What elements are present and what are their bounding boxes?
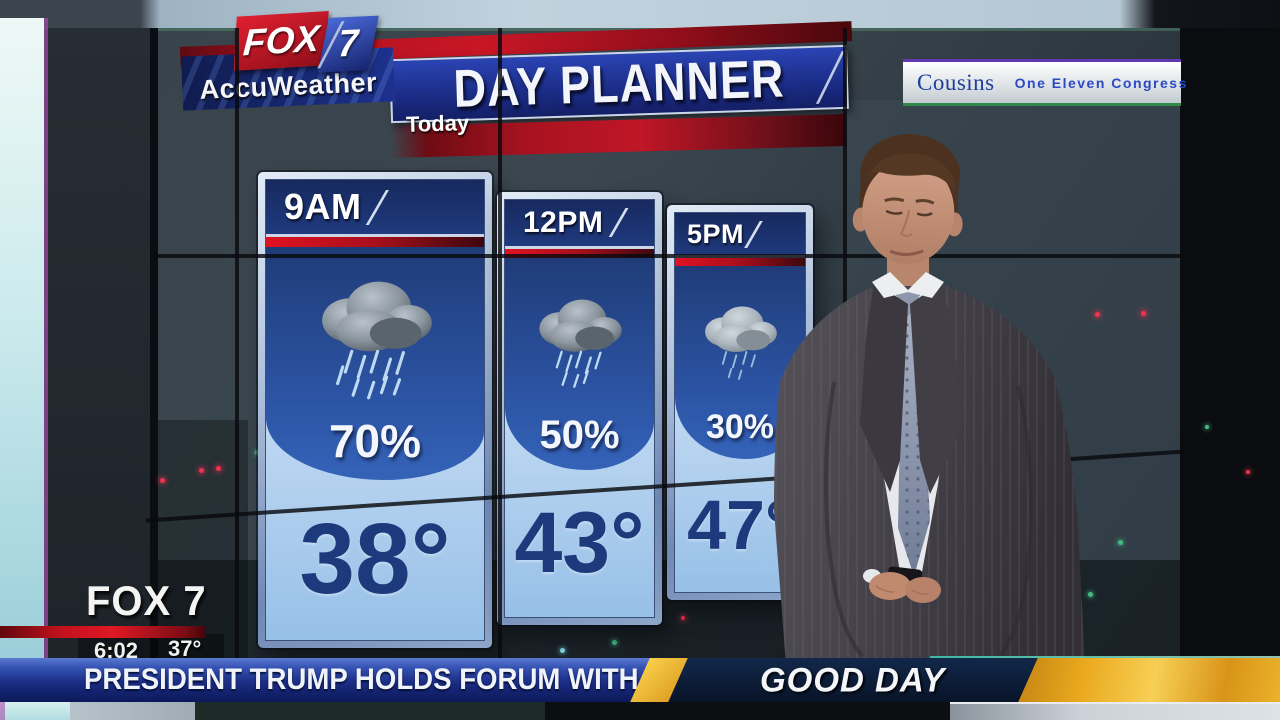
studio-floor-strip — [0, 702, 1280, 720]
panel-hour-header: 12PM — [505, 200, 654, 249]
wall-seam-vertical — [235, 28, 239, 702]
city-light — [1095, 312, 1100, 317]
news-ticker: PRESIDENT TRUMP HOLDS FORUM WITH STUDENT… — [0, 658, 1280, 702]
studio-left-shadow — [48, 28, 150, 720]
panel-red-stripe — [675, 258, 805, 266]
sponsor-banner: Cousins One Eleven Congress — [903, 59, 1186, 106]
station-bug: FOX 7 — [86, 578, 207, 625]
city-light — [1088, 592, 1093, 597]
panel-condition-area: 70% — [266, 247, 484, 480]
ticker-highlight-line — [930, 656, 1280, 659]
forecast-panel-9am: 9AM — [258, 172, 492, 648]
city-light — [199, 468, 204, 473]
panel-red-stripe — [505, 249, 654, 258]
rain-cloud-light-icon — [705, 306, 778, 380]
panel-hour-header: 9AM — [266, 180, 484, 237]
video-wall-cityscape-left — [158, 420, 248, 702]
precip-chance: 30% — [705, 407, 775, 446]
city-light — [612, 640, 617, 645]
city-light — [1205, 425, 1209, 429]
city-light — [1246, 470, 1250, 474]
good-day-logo: GOOD DAY — [668, 658, 1038, 702]
program-title: GOOD DAY — [760, 660, 946, 699]
city-light — [1118, 540, 1123, 545]
rain-cloud-icon — [322, 281, 432, 400]
studio-right-shadow — [1180, 28, 1280, 720]
temperature: 38° — [299, 503, 451, 616]
city-light — [255, 450, 260, 455]
panel-red-stripe — [266, 237, 484, 247]
weather-anchor — [774, 134, 1085, 664]
wall-seam-vertical — [498, 28, 502, 702]
precip-chance: 50% — [539, 413, 620, 458]
fox-logo-red-box: FOX — [233, 11, 329, 71]
header-slash — [608, 208, 643, 238]
sponsor-brand: Cousins — [917, 69, 995, 95]
temperature: 43° — [514, 495, 645, 592]
city-light — [1141, 311, 1146, 316]
city-light — [160, 478, 165, 483]
header-slash — [365, 189, 403, 225]
hour-label: 12PM — [523, 206, 604, 239]
sponsor-property: One Eleven Congress — [1014, 74, 1188, 91]
studio-left-pillar — [0, 18, 48, 720]
city-light — [681, 616, 685, 620]
forecast-panel-12pm: 12PM — [497, 192, 662, 625]
city-light — [560, 648, 565, 653]
good-day-gold-panel — [1000, 658, 1280, 702]
wall-seam-horizontal — [150, 254, 1180, 258]
panel-condition-area: 50% — [505, 258, 654, 471]
rain-cloud-icon — [539, 299, 623, 389]
current-temp: 37° — [168, 636, 202, 661]
city-light — [216, 466, 221, 471]
hour-label: 9AM — [284, 186, 362, 227]
hour-label: 5PM — [687, 218, 745, 249]
fox-logo-text: FOX — [241, 17, 321, 64]
precip-chance: 70% — [328, 414, 422, 467]
subtitle-today: Today — [405, 110, 470, 137]
bug-red-stripe — [0, 626, 206, 638]
studio-top-edge — [0, 0, 1280, 30]
fox-logo-number: 7 — [333, 21, 364, 66]
